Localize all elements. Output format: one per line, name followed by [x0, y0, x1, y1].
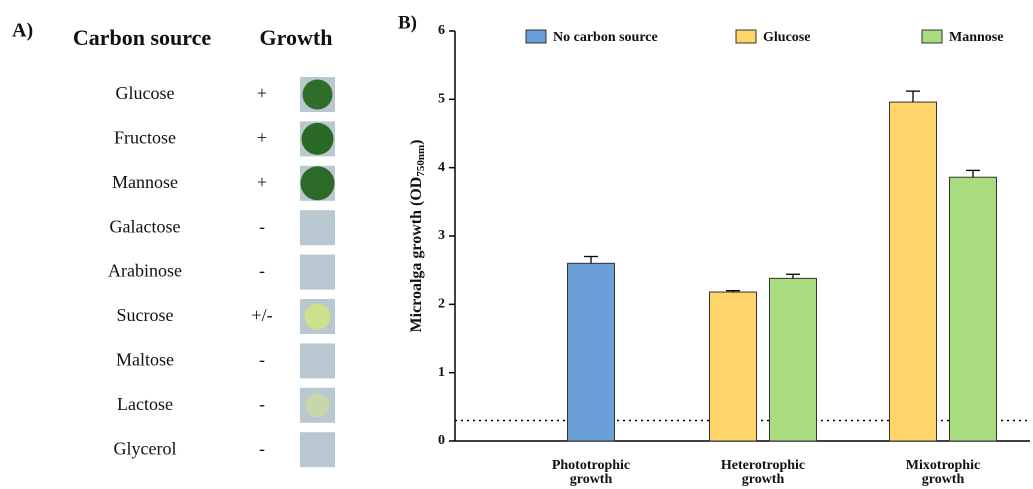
y-tick-label: 6 [438, 23, 445, 38]
carbon-source: Maltose [116, 350, 174, 370]
colony-image [300, 343, 335, 379]
growth-sign: - [259, 438, 265, 458]
x-tick-label: Mixotrophic growth [906, 458, 980, 487]
carbon-source: Mannose [112, 172, 178, 192]
colony [300, 166, 335, 201]
carbon-source: Glucose [116, 83, 175, 103]
growth-sign: + [257, 172, 267, 192]
growth-sign: +/- [251, 305, 272, 325]
x-tick-label: Phototrophic growth [552, 458, 630, 487]
legend-label: Mannose [949, 30, 1003, 45]
x-tick-label: Heterotrophic growth [721, 458, 805, 487]
legend-swatch [525, 29, 547, 44]
column-header: Growth [260, 25, 333, 50]
bar [889, 101, 937, 442]
bar [709, 291, 757, 442]
carbon-source: Galactose [110, 216, 181, 236]
growth-sign: + [257, 128, 267, 148]
y-tick-label: 0 [438, 433, 445, 448]
bar [567, 262, 615, 442]
label-part: 750nm [415, 145, 427, 177]
bar [949, 176, 997, 442]
y-tick-label: 2 [438, 297, 445, 312]
growth-sign: - [259, 216, 265, 236]
panel-label: A) [12, 20, 33, 42]
colony-image [300, 254, 335, 290]
y-tick-label: 5 [438, 92, 445, 107]
legend-label: Glucose [763, 30, 810, 45]
y-tick-label: 1 [438, 365, 445, 380]
carbon-source: Glycerol [114, 438, 177, 458]
colony [305, 393, 330, 418]
y-tick-label: 4 [438, 160, 445, 175]
legend-label: No carbon source [553, 30, 658, 45]
carbon-source: Sucrose [117, 305, 174, 325]
growth-sign: - [259, 261, 265, 281]
carbon-source: Lactose [117, 394, 173, 414]
label-part: Microalga growth (OD [408, 177, 425, 333]
growth-sign: + [257, 83, 267, 103]
label-part: ) [408, 140, 425, 145]
y-axis-label: Microalga growth (OD750nm) [408, 140, 427, 333]
colony [304, 303, 331, 330]
legend-swatch [735, 29, 757, 44]
legend-swatch [921, 29, 943, 44]
y-tick-label: 3 [438, 228, 445, 243]
panel-label: B) [398, 12, 417, 33]
bar [769, 277, 817, 442]
carbon-source: Arabinose [108, 261, 182, 281]
growth-sign: - [259, 394, 265, 414]
colony-image [300, 432, 335, 468]
column-header: Carbon source [73, 25, 212, 50]
colony-image [300, 210, 335, 246]
growth-sign: - [259, 350, 265, 370]
colony [301, 122, 334, 155]
colony [302, 79, 333, 110]
carbon-source: Fructose [114, 128, 176, 148]
